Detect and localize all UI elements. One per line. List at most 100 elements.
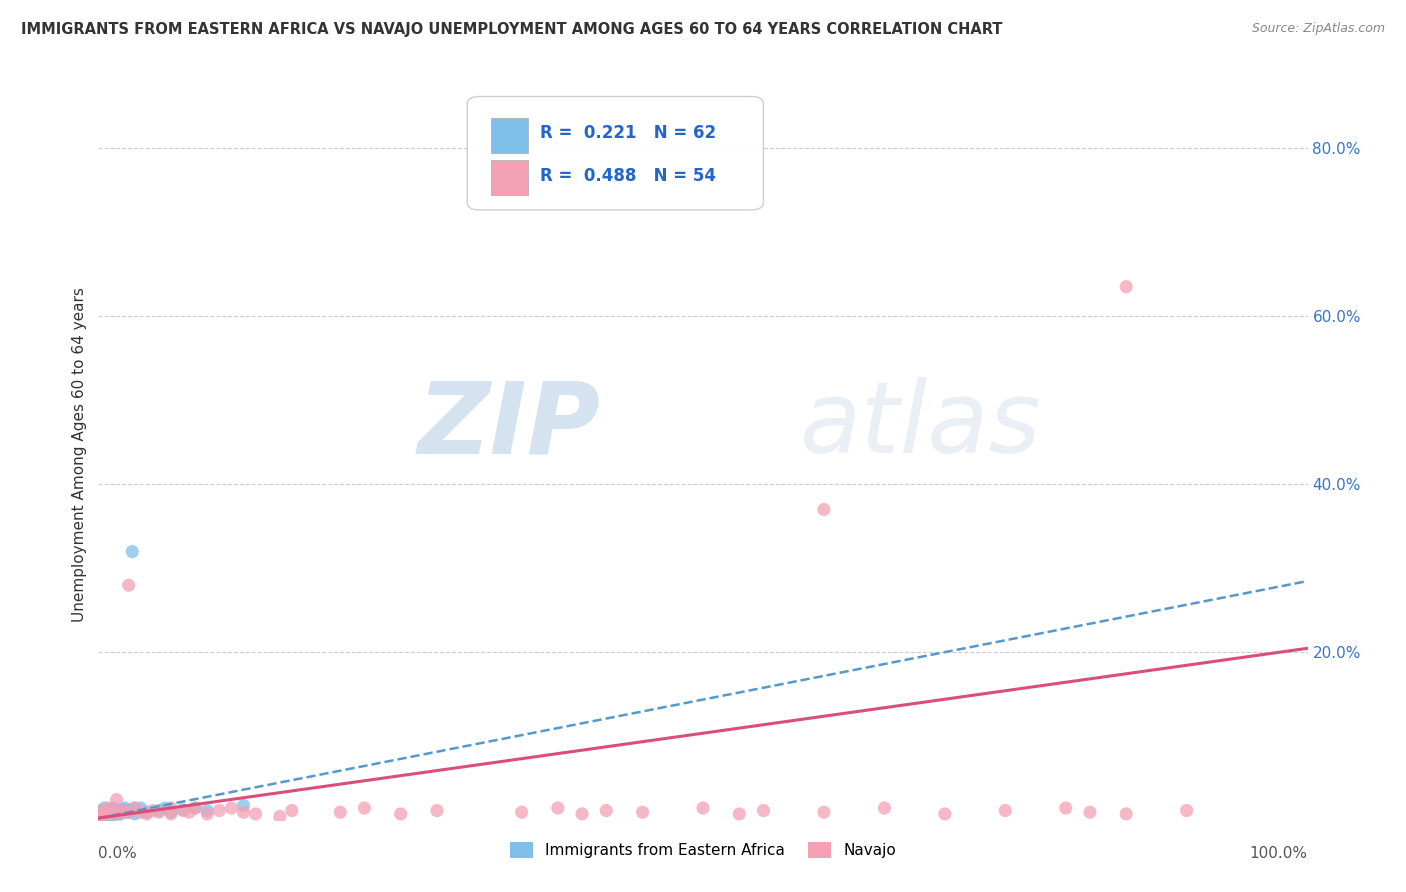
Point <box>91 807 114 822</box>
Point <box>153 801 176 815</box>
Point <box>94 807 117 822</box>
Point <box>108 806 131 821</box>
Point <box>121 544 143 558</box>
Point <box>118 805 141 820</box>
Point <box>813 502 835 516</box>
Point <box>91 805 114 820</box>
Point <box>1175 804 1198 818</box>
Point <box>89 809 111 823</box>
Point <box>105 806 128 821</box>
Point <box>934 806 956 821</box>
Point <box>118 805 141 820</box>
Point <box>195 804 218 818</box>
Point <box>111 805 134 820</box>
Point <box>91 807 114 822</box>
Point <box>752 804 775 818</box>
Point <box>692 801 714 815</box>
Point <box>100 804 122 818</box>
Point <box>108 806 131 821</box>
Point <box>89 809 111 823</box>
Point <box>100 805 122 820</box>
Text: 100.0%: 100.0% <box>1250 847 1308 862</box>
Point <box>269 809 291 823</box>
Point <box>547 801 569 815</box>
Text: ZIP: ZIP <box>418 377 600 475</box>
Text: R =  0.221   N = 62: R = 0.221 N = 62 <box>540 124 716 142</box>
Point <box>97 809 120 823</box>
Point <box>129 805 152 820</box>
Point <box>91 805 114 820</box>
Point <box>172 803 194 817</box>
Legend: Immigrants from Eastern Africa, Navajo: Immigrants from Eastern Africa, Navajo <box>503 836 903 864</box>
Point <box>101 806 124 821</box>
Point <box>571 806 593 821</box>
Point <box>389 806 412 821</box>
Text: IMMIGRANTS FROM EASTERN AFRICA VS NAVAJO UNEMPLOYMENT AMONG AGES 60 TO 64 YEARS : IMMIGRANTS FROM EASTERN AFRICA VS NAVAJO… <box>21 22 1002 37</box>
Point <box>98 806 121 821</box>
Point <box>142 804 165 818</box>
Point <box>90 805 112 820</box>
Point <box>195 806 218 821</box>
Point <box>426 804 449 818</box>
Point <box>329 805 352 820</box>
Point <box>90 806 112 821</box>
Point <box>232 798 254 813</box>
Point <box>94 806 117 821</box>
Point <box>135 805 157 820</box>
FancyBboxPatch shape <box>492 118 527 153</box>
Point <box>107 803 129 817</box>
FancyBboxPatch shape <box>492 161 527 195</box>
Point <box>105 804 128 818</box>
Point <box>873 801 896 815</box>
Point <box>94 805 117 820</box>
Point <box>148 804 170 818</box>
Point <box>160 801 183 815</box>
Point <box>93 806 115 821</box>
Point <box>111 804 134 818</box>
Point <box>103 805 125 820</box>
Point <box>93 808 115 822</box>
Point <box>595 804 617 818</box>
Point <box>232 805 254 820</box>
Point <box>114 805 136 820</box>
Point <box>94 804 117 818</box>
FancyBboxPatch shape <box>467 96 763 210</box>
Point <box>1078 805 1101 820</box>
Point <box>100 803 122 817</box>
Point <box>93 801 115 815</box>
Text: 0.0%: 0.0% <box>98 847 138 862</box>
Point <box>118 804 141 818</box>
Point <box>160 806 183 821</box>
Point <box>111 803 134 817</box>
Point <box>96 804 118 818</box>
Point <box>101 801 124 815</box>
Point <box>245 806 267 821</box>
Point <box>124 801 146 815</box>
Point <box>104 806 127 821</box>
Point <box>631 805 654 820</box>
Point <box>510 805 533 820</box>
Point <box>1115 279 1137 293</box>
Point <box>93 804 115 818</box>
Point <box>100 806 122 821</box>
Point <box>129 801 152 815</box>
Point <box>179 805 201 820</box>
Point <box>101 805 124 820</box>
Point <box>91 804 114 818</box>
Point <box>208 804 231 818</box>
Point <box>108 804 131 818</box>
Point <box>91 809 114 823</box>
Point <box>994 804 1017 818</box>
Text: Source: ZipAtlas.com: Source: ZipAtlas.com <box>1251 22 1385 36</box>
Point <box>184 801 207 815</box>
Point <box>124 806 146 821</box>
Point <box>281 804 304 818</box>
Point <box>135 806 157 821</box>
Point <box>160 805 183 820</box>
Point <box>89 809 111 823</box>
Point <box>184 801 207 815</box>
Point <box>108 806 131 821</box>
Point <box>97 807 120 822</box>
Point <box>172 804 194 818</box>
Point <box>105 792 128 806</box>
